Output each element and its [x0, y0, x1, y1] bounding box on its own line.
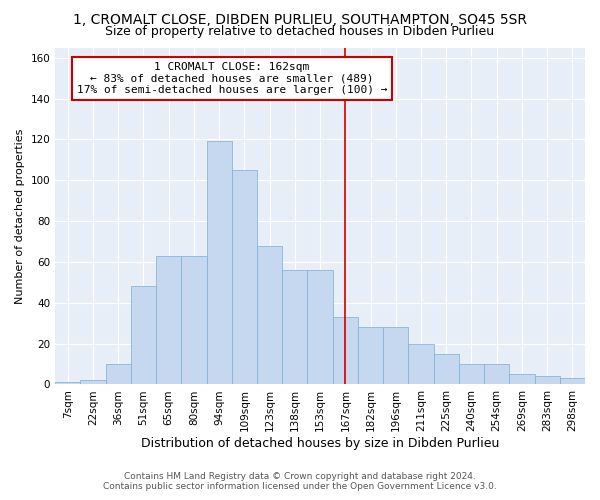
Bar — [80, 380, 106, 384]
Text: Contains HM Land Registry data © Crown copyright and database right 2024.
Contai: Contains HM Land Registry data © Crown c… — [103, 472, 497, 491]
Bar — [282, 270, 307, 384]
Y-axis label: Number of detached properties: Number of detached properties — [15, 128, 25, 304]
Bar — [307, 270, 332, 384]
Bar — [232, 170, 257, 384]
Text: 1, CROMALT CLOSE, DIBDEN PURLIEU, SOUTHAMPTON, SO45 5SR: 1, CROMALT CLOSE, DIBDEN PURLIEU, SOUTHA… — [73, 12, 527, 26]
Bar — [560, 378, 585, 384]
Bar — [409, 344, 434, 384]
Bar — [332, 317, 358, 384]
Bar — [181, 256, 206, 384]
X-axis label: Distribution of detached houses by size in Dibden Purlieu: Distribution of detached houses by size … — [141, 437, 499, 450]
Bar — [535, 376, 560, 384]
Bar — [509, 374, 535, 384]
Bar — [484, 364, 509, 384]
Text: 1 CROMALT CLOSE: 162sqm
← 83% of detached houses are smaller (489)
17% of semi-d: 1 CROMALT CLOSE: 162sqm ← 83% of detache… — [77, 62, 387, 95]
Bar — [434, 354, 459, 384]
Bar — [156, 256, 181, 384]
Bar — [358, 328, 383, 384]
Bar — [459, 364, 484, 384]
Bar — [106, 364, 131, 384]
Bar — [206, 142, 232, 384]
Bar — [383, 328, 409, 384]
Bar — [131, 286, 156, 384]
Bar — [257, 246, 282, 384]
Bar — [55, 382, 80, 384]
Text: Size of property relative to detached houses in Dibden Purlieu: Size of property relative to detached ho… — [106, 25, 494, 38]
